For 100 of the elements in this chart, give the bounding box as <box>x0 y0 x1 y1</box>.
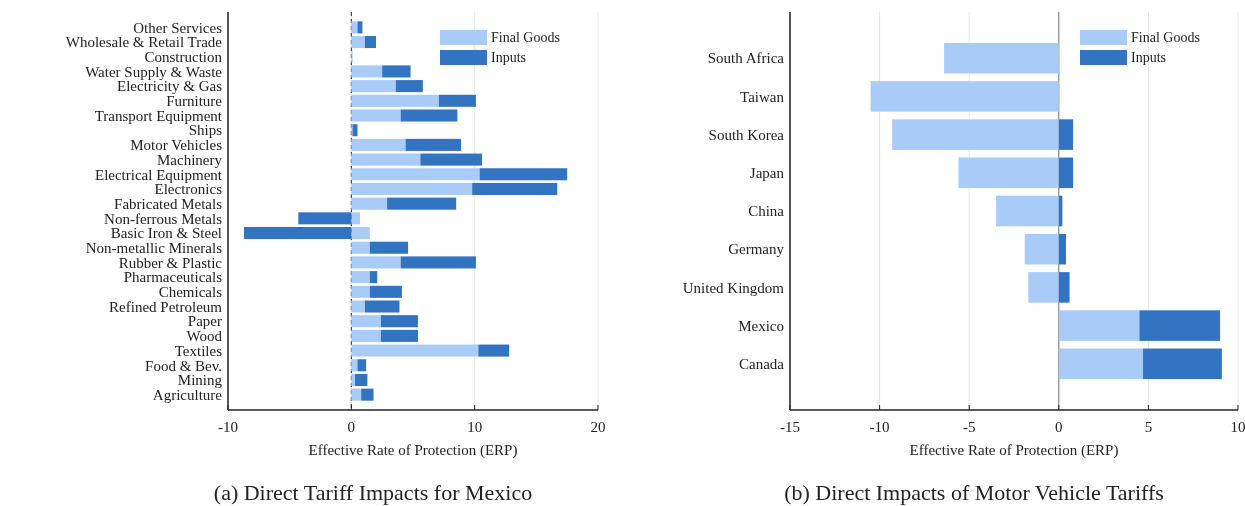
bar <box>351 359 358 372</box>
x-tick-label: 10 <box>467 419 483 435</box>
bar <box>479 168 568 181</box>
y-tick-label: Other Services <box>133 19 223 36</box>
bar <box>472 182 558 195</box>
y-tick-label: Ships <box>188 122 223 139</box>
bar <box>420 153 483 166</box>
y-tick-label: South Korea <box>708 126 785 143</box>
y-tick-label: China <box>748 203 785 220</box>
x-tick-label: -10 <box>869 419 890 435</box>
bar <box>355 373 368 386</box>
bar <box>395 80 423 93</box>
y-tick-label: Non-ferrous Metals <box>104 210 223 227</box>
legend-label: Inputs <box>491 50 526 66</box>
x-tick-label: -10 <box>218 419 238 435</box>
bar <box>351 329 381 342</box>
y-tick-label: Rubber & Plastic <box>118 254 223 271</box>
x-tick-label: 0 <box>1055 419 1063 435</box>
y-tick-label: Mexico <box>738 317 784 334</box>
bar <box>1139 310 1221 341</box>
bar <box>351 227 370 240</box>
text: (b) Direct Impacts of Motor Vehicle Tariffs <box>784 480 1164 505</box>
bar <box>351 182 473 195</box>
x-axis-title: Effective Rate of Protection (ERP) <box>909 442 1119 459</box>
y-tick-label: Pharmaceuticals <box>123 269 223 286</box>
bar <box>351 315 381 328</box>
y-tick-label: Wholesale & Retail Trade <box>65 34 223 51</box>
bar <box>369 241 409 254</box>
bar <box>944 42 1059 74</box>
bar <box>364 300 400 313</box>
bar <box>357 359 367 372</box>
y-tick-label: Canada <box>739 356 785 373</box>
y-tick-label: Fabricated Metals <box>114 195 223 212</box>
bar <box>400 256 476 269</box>
bar <box>1143 348 1222 380</box>
bar <box>400 109 458 122</box>
y-tick-label: Textiles <box>174 342 223 359</box>
bar <box>1058 233 1066 265</box>
bar <box>298 212 352 225</box>
bar <box>351 300 365 313</box>
bar <box>361 388 374 401</box>
bar <box>996 195 1059 227</box>
bar <box>351 271 370 284</box>
bar <box>380 329 418 342</box>
y-tick-label: Refined Petroleum <box>109 298 223 315</box>
bar <box>352 124 358 137</box>
x-tick-label: 0 <box>347 419 356 435</box>
bar <box>351 388 362 401</box>
bar <box>364 36 376 49</box>
y-tick-label: Motor Vehicles <box>130 137 223 154</box>
bar <box>478 344 510 357</box>
bar <box>1058 119 1074 150</box>
bar <box>405 138 462 151</box>
bar <box>351 80 396 93</box>
bar <box>369 285 402 298</box>
bar <box>351 138 406 151</box>
x-tick-label: -15 <box>780 419 800 435</box>
legend-label: Final Goods <box>491 30 560 46</box>
bar <box>870 81 1059 112</box>
bar <box>351 21 358 34</box>
y-tick-label: Transport Equipment <box>94 107 223 124</box>
bar <box>351 285 370 298</box>
bar <box>1028 272 1059 303</box>
y-tick-label: Water Supply & Waste <box>85 63 223 80</box>
bar <box>351 212 360 225</box>
bar <box>958 157 1059 189</box>
y-tick-label: Chemicals <box>158 284 223 301</box>
bar <box>351 168 480 181</box>
y-tick-label: Construction <box>144 48 223 65</box>
bar <box>369 271 378 284</box>
bar <box>351 65 383 78</box>
bar <box>1058 348 1144 380</box>
y-tick-label: Taiwan <box>740 88 785 105</box>
text: (a) Direct Tariff Impacts for Mexico <box>213 480 533 505</box>
legend-label: Inputs <box>1131 50 1166 66</box>
bar <box>387 197 457 210</box>
y-tick-label: Food & Bev. <box>145 357 222 374</box>
bar <box>892 119 1059 150</box>
bar <box>351 153 421 166</box>
x-tick-label: 20 <box>590 419 606 435</box>
y-tick-label: Paper <box>187 313 222 330</box>
y-tick-label: Machinery <box>157 151 223 168</box>
bar <box>1024 233 1059 265</box>
y-tick-label: Wood <box>186 328 223 345</box>
y-tick-label: Mining <box>177 372 223 389</box>
y-tick-label: Furniture <box>166 93 223 110</box>
y-tick-label: Electricity & Gas <box>117 78 223 95</box>
x-tick-label: 5 <box>1144 419 1153 435</box>
legend-label: Final Goods <box>1131 30 1200 46</box>
y-tick-label: Japan <box>749 165 785 182</box>
x-tick-label: -5 <box>962 419 976 435</box>
y-tick-label: Electronics <box>154 181 223 198</box>
bar <box>382 65 411 78</box>
bar <box>351 373 356 386</box>
bar <box>1058 310 1140 341</box>
bar <box>351 109 401 122</box>
y-tick-label: Non-metallic Minerals <box>85 239 223 256</box>
bar <box>351 344 479 357</box>
bar <box>1058 272 1070 303</box>
x-axis-title: Effective Rate of Protection (ERP) <box>308 442 518 459</box>
